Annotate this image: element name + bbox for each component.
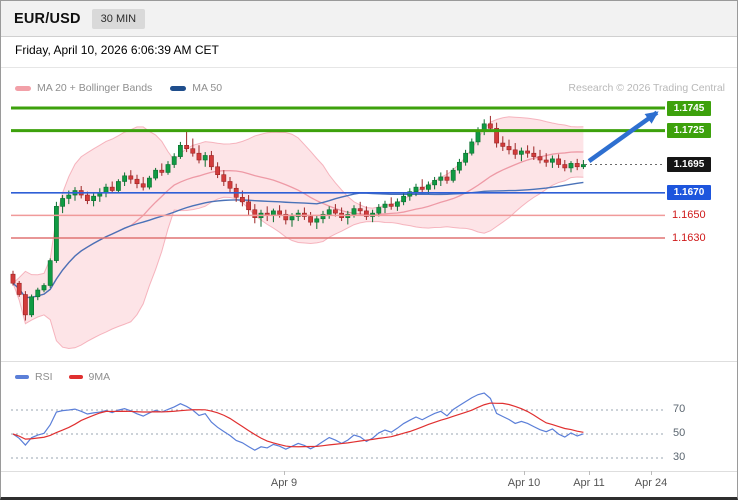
rsi-level-70-label: 70 [673, 403, 686, 415]
rsi-level-30-label: 30 [673, 451, 686, 463]
rsi-panel-canvas [11, 392, 665, 459]
xaxis-label-apr9: Apr 9 [270, 477, 298, 489]
legend-9ma-label: 9MA [88, 371, 111, 383]
ma50-swatch-icon [170, 85, 187, 91]
rsi-legend: RSI 9MA [15, 371, 110, 383]
legend-ma50: MA 50 [170, 82, 222, 94]
chart-datetime: Friday, April 10, 2026 6:06:39 AM CET [15, 43, 219, 57]
timeframe-badge[interactable]: 30 MIN [91, 8, 146, 29]
rsi-separator [1, 361, 737, 362]
support-badge-1-1670: 1.1670 [667, 185, 711, 201]
header: EUR/USD 30 MIN [1, 1, 737, 37]
rsi-9ma-swatch-icon [68, 375, 83, 379]
research-credit: Research © 2026 Trading Central [568, 82, 725, 94]
price-chart-canvas [10, 106, 665, 349]
xaxis-tick [589, 471, 590, 475]
resistance-badge-1-1745: 1.1745 [667, 100, 711, 116]
legend-rsi-label: RSI [35, 371, 53, 383]
main-legend: MA 20 + Bollinger Bands MA 50 [15, 82, 222, 94]
ma20-bollinger-swatch-icon [15, 85, 31, 91]
xaxis-tick [524, 471, 525, 475]
symbol-title: EUR/USD [14, 10, 81, 27]
rsi-swatch-icon [15, 375, 29, 379]
support-label-1-1650: 1.1650 [672, 208, 706, 221]
xaxis-label-apr10: Apr 10 [507, 477, 541, 489]
rsi-level-50-label: 50 [673, 427, 686, 439]
last-price-badge: 1.1695 [667, 157, 711, 173]
legend-ma20-label: MA 20 + Bollinger Bands [37, 82, 153, 94]
legend-ma50-label: MA 50 [192, 82, 223, 94]
legend-ma20-bollinger: MA 20 + Bollinger Bands [15, 82, 152, 94]
xaxis-tick [651, 471, 652, 475]
resistance-badge-1-1725: 1.1725 [667, 123, 711, 139]
xaxis-label-apr11: Apr 11 [573, 477, 605, 489]
xaxis-separator [1, 471, 737, 472]
legend-9ma-item: 9MA [68, 371, 111, 383]
xaxis-label-apr24: Apr 24 [634, 477, 668, 489]
support-label-1-1630: 1.1630 [672, 231, 706, 244]
xaxis-tick [284, 471, 285, 475]
title-separator [1, 67, 737, 68]
legend-rsi-item: RSI [15, 371, 53, 383]
